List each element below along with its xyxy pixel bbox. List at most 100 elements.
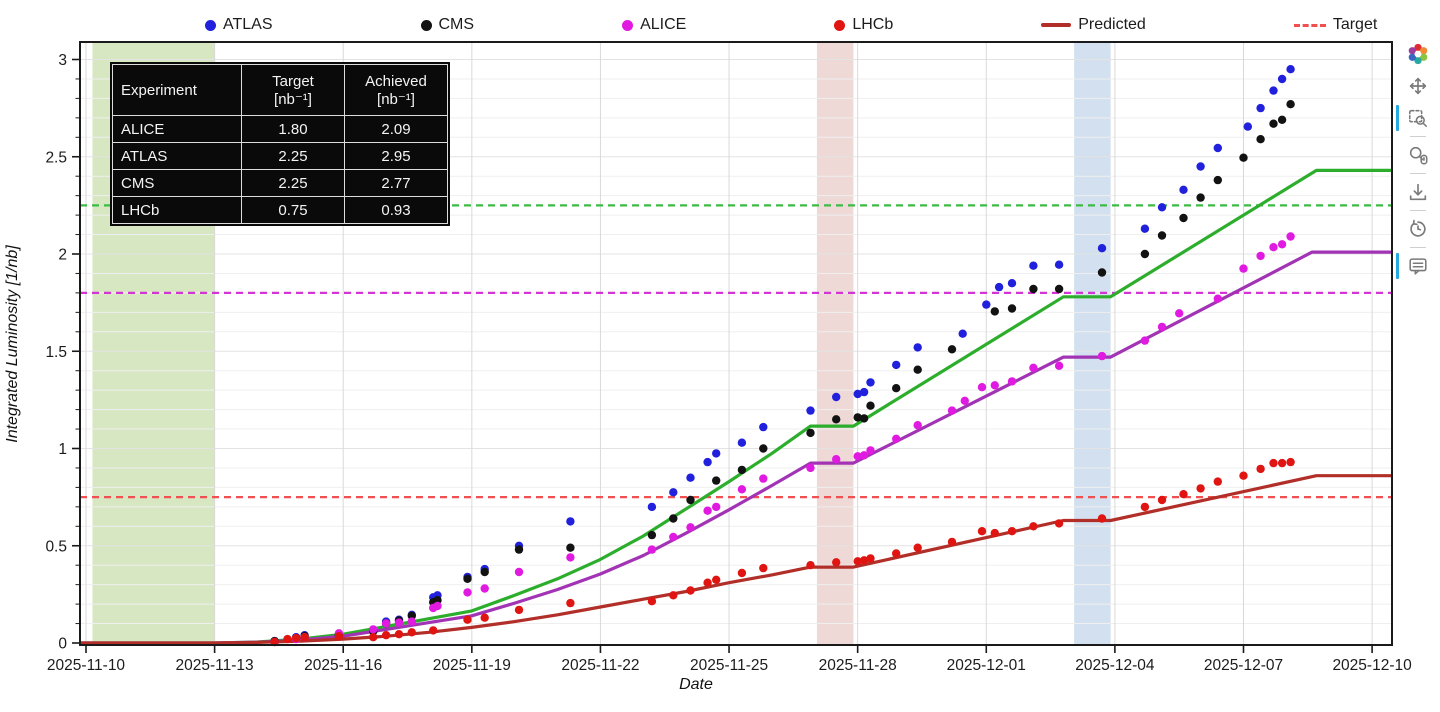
blue-band	[1074, 42, 1111, 645]
alice-data-point	[1157, 322, 1167, 332]
alice-data-point	[480, 584, 489, 593]
lhcb-data-point	[1256, 464, 1265, 474]
atlas-data-point	[982, 300, 991, 309]
alice-data-point	[703, 506, 712, 515]
alice-data-point	[407, 617, 416, 626]
alice-data-point	[960, 396, 969, 405]
lhcb-data-point	[334, 632, 344, 641]
table-cell: ATLAS	[112, 142, 242, 170]
x-tick-label: 2025-12-10	[1332, 657, 1412, 674]
cms-data-point	[566, 543, 575, 552]
alice-data-point	[433, 601, 442, 611]
cms-legend-marker-icon	[420, 19, 432, 31]
x-tick-label: 2025-11-13	[176, 657, 254, 674]
lhcb-data-point	[947, 537, 957, 547]
y-tick-label: 1	[58, 441, 67, 458]
alice-data-point	[369, 625, 378, 634]
cms-data-point	[1256, 135, 1265, 144]
cms-data-point	[480, 567, 489, 577]
alice-legend-marker-icon	[622, 19, 634, 31]
table-cell: LHCb	[112, 196, 242, 224]
atlas-data-point	[1097, 244, 1107, 253]
atlas-data-point	[892, 360, 901, 370]
legend-item-lhcb[interactable]: LHCb	[834, 16, 893, 34]
cms-data-point	[1029, 284, 1038, 294]
atlas-data-point	[566, 517, 575, 526]
cms-data-point	[1179, 213, 1188, 223]
alice-data-point	[947, 406, 957, 415]
legend-item-target[interactable]: Target	[1293, 16, 1377, 34]
atlas-data-point	[1140, 224, 1150, 233]
cms-data-point	[947, 345, 957, 354]
atlas-data-point	[859, 387, 869, 397]
lhcb-data-point	[1269, 458, 1278, 468]
atlas-data-point	[1157, 203, 1167, 212]
lhcb-data-point	[407, 628, 416, 637]
reset-icon[interactable]	[1403, 214, 1433, 244]
table-cell: 2.09	[344, 115, 448, 143]
cms-data-point	[647, 530, 657, 540]
y-tick-label: 2.5	[45, 149, 67, 166]
legend-item-alice[interactable]: ALICE	[622, 16, 686, 34]
bokeh-logo-icon[interactable]	[1403, 39, 1433, 69]
y-axis-title: Integrated Luminosity [1/nb]	[4, 245, 21, 443]
atlas-data-point	[669, 488, 678, 497]
lhcb-data-point	[913, 543, 922, 552]
alice-data-point	[566, 553, 575, 562]
lhcb-data-point	[1213, 477, 1223, 486]
box-zoom-icon[interactable]	[1396, 103, 1433, 133]
atlas-data-point	[1007, 279, 1017, 288]
alice-data-point	[977, 383, 987, 392]
legend-item-predicted[interactable]: Predicted	[1041, 16, 1146, 34]
table-header-achieved: Achieved [nb⁻¹]	[344, 64, 448, 116]
alice-data-point	[463, 588, 472, 597]
atlas-data-point	[647, 502, 657, 512]
lhcb-data-point	[866, 554, 875, 563]
alice-data-point	[1277, 240, 1287, 249]
alice-data-point	[686, 523, 695, 532]
wheel-zoom-icon[interactable]	[1403, 140, 1433, 170]
legend-item-cms[interactable]: CMS	[420, 16, 474, 34]
lhcb-data-point	[832, 558, 841, 567]
lhcb-data-point	[737, 568, 747, 578]
lhcb-data-point	[381, 631, 391, 640]
active-tool-indicator	[1396, 253, 1399, 279]
alice-data-point	[990, 381, 999, 390]
atlas-data-point	[686, 473, 695, 482]
alice-predicted-line	[80, 250, 1393, 645]
cms-data-point	[1286, 100, 1295, 109]
lhcb-data-point	[369, 633, 378, 642]
active-tool-indicator	[1396, 105, 1399, 131]
legend-item-atlas[interactable]: ATLAS	[205, 16, 273, 34]
table-cell: 2.25	[241, 142, 345, 170]
hover-icon[interactable]	[1396, 251, 1433, 281]
cms-data-point	[433, 596, 442, 605]
cms-data-point	[759, 444, 768, 453]
lhcb-data-point	[1029, 522, 1038, 531]
pan-icon[interactable]	[1403, 71, 1433, 101]
atlas-data-point	[958, 329, 967, 338]
cms-data-point	[1054, 284, 1064, 294]
cms-data-point	[913, 365, 922, 374]
toolbar-separator	[1410, 136, 1426, 137]
x-tick-label: 2025-12-01	[947, 657, 1026, 674]
alice-data-point	[1239, 264, 1248, 273]
lhcb-data-point	[1179, 490, 1188, 499]
alice-data-point	[832, 455, 841, 464]
lhcb-data-point	[283, 634, 292, 644]
lhcb-data-point	[853, 557, 862, 566]
legend-label: Predicted	[1078, 16, 1146, 33]
toolbar-separator	[1410, 247, 1426, 248]
alice-data-point	[1007, 377, 1017, 386]
y-tick-label: 2	[58, 247, 67, 264]
x-tick-label: 2025-11-22	[561, 657, 639, 674]
alice-data-point	[1029, 363, 1038, 372]
lhcb-data-point	[514, 605, 524, 615]
save-icon[interactable]	[1403, 177, 1433, 207]
lhcb-data-point	[806, 561, 815, 570]
x-tick-label: 2025-11-28	[819, 657, 897, 674]
cms-data-point	[866, 401, 875, 410]
lhcb-data-point	[759, 563, 768, 573]
lhcb-data-point	[1007, 527, 1017, 536]
lhcb-data-point	[990, 528, 999, 538]
